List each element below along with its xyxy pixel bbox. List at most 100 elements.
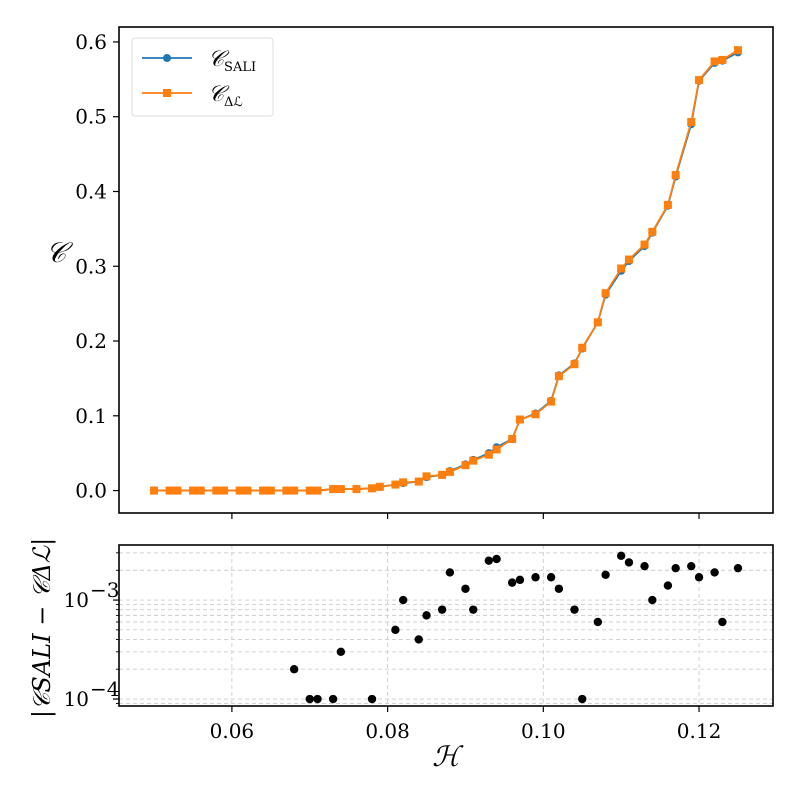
scatter-point: [710, 568, 719, 577]
data-point-delta-l: [554, 372, 563, 381]
legend-marker-circle: [163, 54, 171, 62]
data-point-delta-l: [165, 486, 174, 495]
data-point-delta-l: [593, 318, 602, 327]
top-y-tick-label: 0.2: [75, 329, 107, 353]
bottom-grid: [119, 545, 773, 706]
data-point-delta-l: [578, 343, 587, 352]
data-point-delta-l: [663, 200, 672, 209]
scatter-point: [531, 573, 540, 582]
scatter-point: [687, 561, 696, 571]
scatter-point: [313, 694, 322, 704]
scatter-point: [305, 694, 314, 704]
data-point-delta-l: [212, 486, 221, 495]
data-point-delta-l: [313, 486, 322, 495]
data-point-delta-l: [235, 486, 244, 495]
data-point-delta-l: [648, 227, 657, 236]
data-point-delta-l: [718, 55, 727, 64]
data-point-delta-l: [375, 482, 384, 491]
scatter-point: [484, 556, 494, 565]
data-point-delta-l: [282, 486, 291, 495]
scatter-point: [733, 563, 743, 573]
bottom-scatter-points: [289, 551, 743, 704]
data-point-delta-l: [710, 57, 719, 66]
top-y-tick-label: 0.1: [75, 404, 107, 428]
scatter-point: [578, 694, 587, 704]
bottom-y-ticks: 10−410−3: [64, 552, 119, 711]
scatter-point: [507, 578, 517, 587]
scatter-point: [422, 611, 431, 620]
data-point-delta-l: [531, 410, 540, 419]
scatter-point: [515, 575, 525, 585]
bottom-x-tick-label: 0.06: [210, 719, 255, 743]
scatter-point: [570, 605, 579, 614]
top-x-ticks: [231, 513, 700, 519]
data-point-delta-l: [220, 486, 229, 495]
scatter-point: [367, 694, 377, 704]
data-point-delta-l: [687, 117, 696, 126]
data-point-delta-l: [399, 478, 408, 487]
data-point-delta-l: [515, 415, 524, 424]
scatter-point: [640, 561, 649, 571]
data-point-delta-l: [624, 255, 633, 264]
bottom-plot-frame: [118, 544, 774, 707]
data-point-delta-l: [733, 46, 742, 55]
data-point-delta-l: [640, 240, 649, 249]
scatter-point: [593, 617, 603, 627]
top-plot-frame: [118, 26, 774, 514]
data-point-delta-l: [461, 461, 470, 470]
scatter-point: [469, 605, 478, 614]
scatter-point: [414, 635, 423, 644]
scatter-point: [492, 554, 501, 564]
scatter-point: [616, 551, 626, 561]
data-point-delta-l: [469, 456, 478, 465]
top-y-ticks: 0.0 0.1 0.2 0.3 0.4 0.5 0.6: [75, 30, 119, 503]
scatter-point: [461, 584, 470, 593]
data-point-delta-l: [391, 480, 400, 489]
bottom-y-axis-label: |𝒞SALI − 𝒞Δℒ|: [28, 538, 57, 718]
data-point-delta-l: [484, 450, 493, 459]
data-point-delta-l: [336, 485, 345, 494]
data-point-delta-l: [150, 486, 159, 495]
scatter-point: [437, 605, 447, 614]
bottom-x-ticks: 0.06 0.08 0.10 0.12: [210, 706, 722, 743]
bottom-x-tick-label: 0.08: [365, 719, 410, 743]
data-point-delta-l: [173, 486, 182, 495]
bottom-x-tick-label: 0.10: [521, 719, 566, 743]
scatter-point: [601, 570, 610, 579]
scatter-point: [663, 581, 673, 590]
scatter-point: [391, 625, 400, 635]
data-point-delta-l: [601, 289, 610, 298]
legend: 𝒞SALI 𝒞Δℒ: [131, 37, 274, 117]
data-point-delta-l: [445, 467, 454, 476]
top-series: [150, 46, 742, 495]
legend-marker-square: [163, 89, 171, 97]
data-point-delta-l: [414, 477, 423, 486]
bottom-panel: 10−410−3 0.06 0.08 0.10 0.12 ℋ |𝒞SALI − 𝒞Δℒ…: [28, 538, 774, 773]
scatter-point: [328, 694, 338, 704]
scatter-point: [336, 647, 346, 656]
top-y-tick-label: 0.4: [75, 179, 107, 203]
bottom-y-tick-label: 10: [64, 687, 89, 711]
data-point-delta-l: [422, 472, 431, 481]
data-point-delta-l: [352, 485, 361, 494]
data-point-delta-l: [290, 486, 299, 495]
scatter-point: [624, 558, 634, 567]
top-y-tick-label: 0.6: [75, 30, 107, 54]
data-point-delta-l: [188, 486, 197, 495]
scatter-point: [445, 568, 455, 577]
data-point-delta-l: [305, 486, 314, 495]
top-y-tick-label: 0.0: [75, 479, 107, 503]
data-point-delta-l: [695, 76, 704, 85]
scatter-point: [718, 617, 727, 627]
scatter-point: [546, 573, 556, 582]
scatter-point: [554, 584, 564, 593]
scatter-point: [648, 595, 657, 605]
x-axis-label: ℋ: [432, 740, 464, 773]
bottom-x-tick-label: 0.12: [677, 719, 722, 743]
data-point-delta-l: [547, 397, 556, 406]
scatter-point: [671, 563, 680, 573]
top-y-tick-label: 0.3: [75, 254, 107, 278]
scatter-point: [694, 573, 704, 582]
data-point-delta-l: [617, 264, 626, 273]
data-point-delta-l: [492, 445, 501, 454]
